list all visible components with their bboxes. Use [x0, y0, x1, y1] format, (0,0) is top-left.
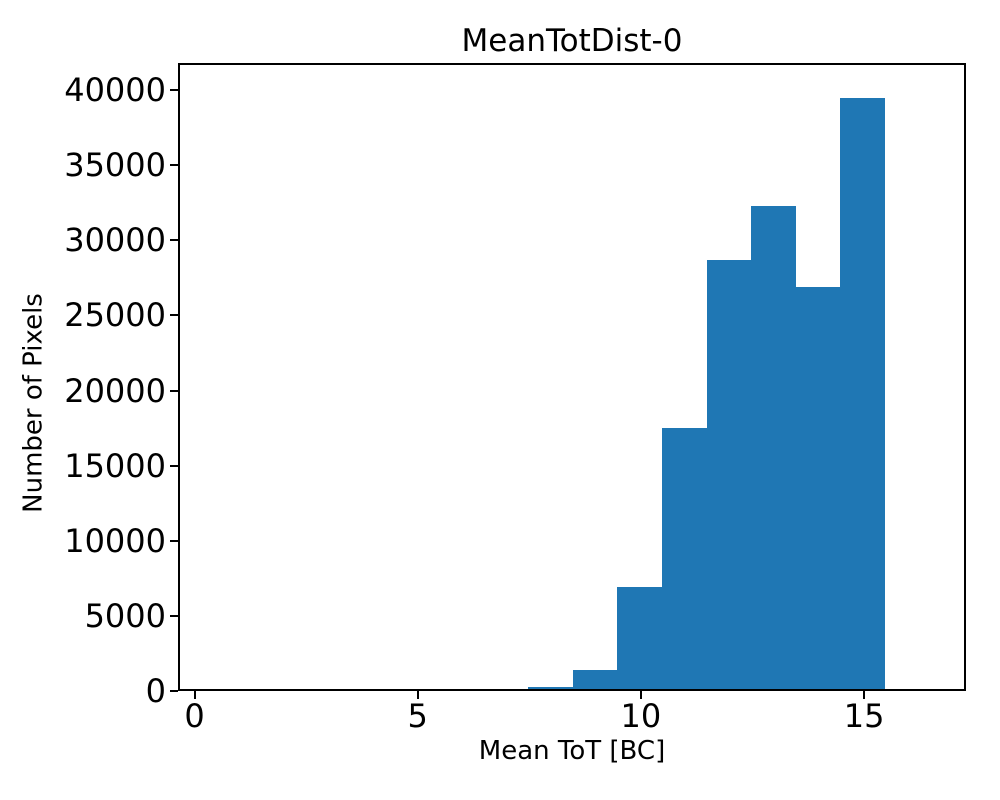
y-tick-mark — [170, 389, 178, 392]
y-tick-mark — [170, 239, 178, 242]
y-tick-label: 0 — [145, 672, 166, 710]
x-tick-mark — [193, 691, 196, 699]
y-tick-mark — [170, 539, 178, 542]
y-tick-mark — [170, 89, 178, 91]
x-axis-label: Mean ToT [BC] — [478, 736, 666, 766]
y-tick-label: 20000 — [64, 371, 166, 410]
x-tick-mark — [863, 691, 866, 699]
y-tick-label: 30000 — [64, 221, 166, 260]
x-tick-mark — [416, 691, 419, 699]
x-tick-mark — [639, 691, 642, 699]
y-axis-label: Number of Pixels — [18, 293, 49, 513]
y-tick-label: 5000 — [84, 596, 166, 635]
x-tick-label: 10 — [620, 697, 662, 735]
histogram-bar — [840, 97, 886, 691]
y-tick-label: 10000 — [64, 521, 166, 560]
y-tick-label: 40000 — [64, 71, 166, 109]
histogram-bar — [751, 205, 796, 691]
plot-area — [178, 63, 966, 691]
x-tick-label: 5 — [407, 697, 428, 735]
histogram-bar — [706, 259, 752, 691]
histogram-bar — [572, 669, 618, 691]
histogram-bar — [795, 286, 841, 691]
histogram-bar — [617, 587, 662, 691]
y-tick-mark — [170, 314, 178, 317]
x-tick-label: 0 — [184, 697, 205, 735]
y-tick-mark — [170, 164, 178, 167]
histogram-bar — [527, 687, 573, 691]
y-tick-label: 25000 — [64, 296, 166, 335]
histogram-bar — [661, 428, 707, 691]
chart-title: MeanTotDist-0 — [461, 23, 683, 59]
y-tick-label: 35000 — [64, 146, 166, 185]
x-tick-label: 15 — [843, 697, 885, 735]
y-tick-mark — [170, 464, 178, 467]
y-tick-mark — [170, 690, 178, 692]
y-tick-mark — [170, 614, 178, 617]
y-tick-label: 15000 — [64, 446, 166, 485]
